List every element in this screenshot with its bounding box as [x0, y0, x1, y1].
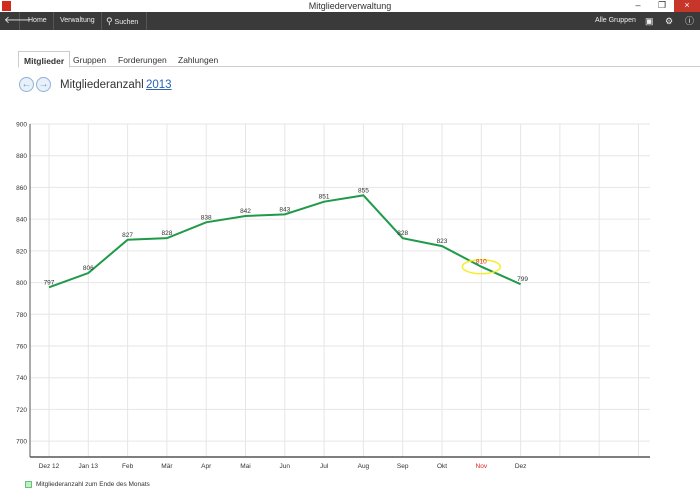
- data-label: 855: [358, 187, 369, 194]
- window-title: Mitgliederverwaltung: [308, 1, 392, 11]
- data-label: 828: [397, 230, 408, 237]
- close-button[interactable]: ×: [674, 0, 700, 12]
- previous-year-button[interactable]: ←: [19, 77, 34, 92]
- data-label: 851: [319, 194, 330, 201]
- x-tick-label: Jan 13: [79, 463, 99, 470]
- x-tick-label: Apr: [201, 463, 212, 470]
- x-tick-label: Okt: [437, 463, 447, 470]
- verwaltung-button[interactable]: Verwaltung: [54, 12, 102, 30]
- data-label: 806: [83, 265, 94, 272]
- series-line: [48, 194, 522, 289]
- data-label: 827: [122, 232, 133, 239]
- tab-mitglieder[interactable]: Mitglieder: [18, 51, 71, 68]
- y-tick-label: 780: [16, 312, 27, 319]
- restore-button[interactable]: ❐: [657, 0, 667, 10]
- data-label: 823: [437, 238, 448, 245]
- legend-label: Mitgliederanzahl zum Ende des Monats: [36, 481, 150, 489]
- minimize-button[interactable]: –: [635, 0, 641, 10]
- tab-gruppen[interactable]: Gruppen: [73, 55, 107, 65]
- y-tick-label: 880: [16, 153, 27, 160]
- y-tick-label: 760: [16, 344, 27, 351]
- alle-gruppen-button[interactable]: Alle Gruppen: [595, 17, 636, 24]
- data-label: 810: [476, 259, 487, 266]
- y-tick-label: 700: [16, 439, 27, 446]
- x-tick-label: Sep: [397, 463, 409, 470]
- data-label: 842: [240, 208, 251, 215]
- y-tick-label: 720: [16, 407, 27, 414]
- legend-swatch: [25, 481, 32, 488]
- x-tick-label: Dez 12: [39, 463, 60, 470]
- search-button[interactable]: ⚲ Suchen: [100, 12, 147, 30]
- member-count-chart: 700 720 740 760 780 800 820 840 860 880 900 797 806 8…: [16, 122, 650, 470]
- title-bar: Mitgliederverwaltung – ❐ ×: [0, 0, 700, 12]
- tab-forderungen[interactable]: Forderungen: [118, 55, 167, 65]
- page-title: Mitgliederanzahl: [60, 79, 144, 91]
- y-tick-label: 800: [16, 280, 27, 287]
- info-icon[interactable]: ⓘ: [685, 16, 695, 26]
- x-tick-label: Dez: [515, 463, 527, 470]
- book-icon[interactable]: ▣: [645, 16, 654, 26]
- arrow-left-icon: 🡐: [4, 15, 31, 26]
- year-link[interactable]: 2013: [146, 79, 172, 91]
- next-year-button[interactable]: →: [36, 77, 51, 92]
- tab-zahlungen[interactable]: Zahlungen: [178, 55, 219, 65]
- x-tick-label: Nov: [476, 463, 488, 470]
- y-tick-label: 900: [16, 122, 27, 129]
- chart-legend: Mitgliederanzahl zum Ende des Monats: [25, 481, 150, 488]
- back-button[interactable]: 🡐: [0, 12, 31, 30]
- x-tick-label: Aug: [358, 463, 370, 470]
- y-tick-label: 860: [16, 185, 27, 192]
- x-tick-label: Mär: [161, 463, 173, 470]
- toolbar: 🡐 Home Verwaltung ⚲ Suchen Alle Gruppen …: [0, 12, 700, 30]
- app-icon: [2, 1, 11, 11]
- search-icon: ⚲: [106, 16, 113, 26]
- x-tick-label: Jul: [320, 463, 329, 470]
- x-tick-label: Jun: [280, 463, 291, 470]
- y-tick-label: 820: [16, 248, 27, 255]
- search-label: Suchen: [114, 19, 139, 26]
- data-label: 797: [44, 279, 55, 286]
- y-tick-label: 840: [16, 217, 27, 224]
- data-label: 843: [279, 206, 290, 213]
- data-label: 799: [517, 276, 528, 283]
- gear-icon[interactable]: ⚙: [665, 16, 674, 26]
- data-label: 838: [201, 214, 212, 221]
- highlight-ellipse: [461, 258, 502, 275]
- y-tick-label: 740: [16, 375, 27, 382]
- home-button[interactable]: Home: [22, 12, 54, 30]
- data-label: 828: [161, 230, 172, 237]
- x-tick-label: Mai: [240, 463, 250, 470]
- x-tick-label: Feb: [122, 463, 134, 470]
- tab-bar: Mitglieder Gruppen Forderungen Zahlungen: [18, 51, 700, 68]
